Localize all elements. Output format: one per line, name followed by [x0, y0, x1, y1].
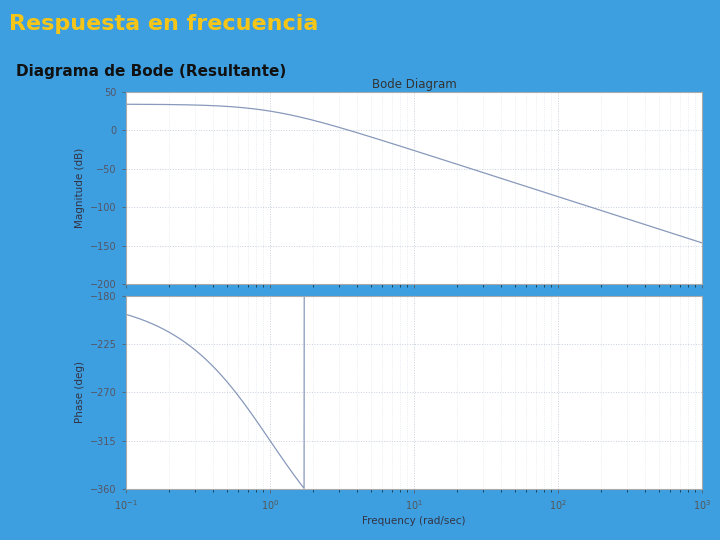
Y-axis label: Magnitude (dB): Magnitude (dB): [75, 148, 85, 228]
Y-axis label: Phase (deg): Phase (deg): [75, 361, 84, 423]
Text: Respuesta en frecuencia: Respuesta en frecuencia: [9, 14, 319, 35]
Title: Bode Diagram: Bode Diagram: [372, 78, 456, 91]
Text: Diagrama de Bode (Resultante): Diagrama de Bode (Resultante): [16, 64, 286, 79]
X-axis label: Frequency (rad/sec): Frequency (rad/sec): [362, 516, 466, 526]
